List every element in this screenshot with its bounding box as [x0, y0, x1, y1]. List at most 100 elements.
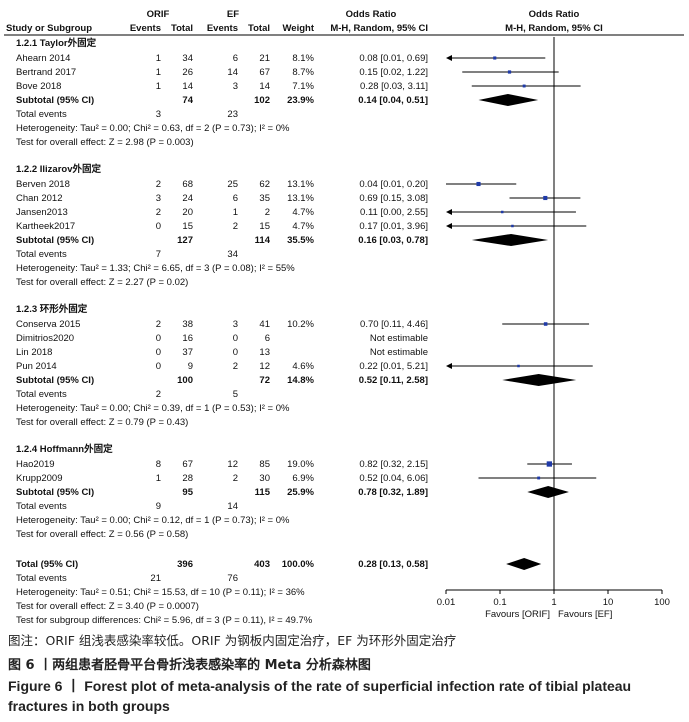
subtotal-weight: 35.5% — [287, 235, 314, 246]
study-events1: 1 — [156, 473, 161, 484]
ci-arrow-left — [446, 209, 452, 215]
study-name: Dimitrios2020 — [16, 333, 74, 344]
total-events2: 14 — [227, 501, 238, 512]
x-tick-label: 10 — [603, 597, 614, 608]
study-total1: 24 — [182, 193, 193, 204]
study-ci: 0.17 [0.01, 3.96] — [359, 221, 428, 232]
subtotal-ci: 0.14 [0.04, 0.51] — [358, 95, 428, 106]
study-weight: 13.1% — [287, 179, 314, 190]
total-total1: 396 — [177, 559, 193, 570]
subtotal-label: Subtotal (95% CI) — [16, 375, 94, 386]
total-events1: 9 — [156, 501, 161, 512]
study-name: Jansen2013 — [16, 207, 68, 218]
study-name: Chan 2012 — [16, 193, 62, 204]
subtotal-weight: 25.9% — [287, 487, 314, 498]
favours-left-label: Favours [ORIF] — [485, 609, 550, 620]
study-marker — [511, 224, 514, 228]
subtotal-weight: 14.8% — [287, 375, 314, 386]
study-events1: 0 — [156, 361, 161, 372]
study-events2: 2 — [233, 473, 238, 484]
study-weight: 8.7% — [292, 67, 314, 78]
study-ci: 0.11 [0.00, 2.55] — [360, 207, 428, 218]
study-total2: 41 — [259, 319, 270, 330]
subgroup-differences: Test for subgroup differences: Chi² = 5.… — [16, 615, 313, 626]
study-ci: 0.52 [0.04, 6.06] — [359, 473, 428, 484]
study-ci: 0.82 [0.32, 2.15] — [359, 459, 428, 470]
study-marker — [546, 461, 552, 467]
study-events2: 0 — [233, 333, 238, 344]
study-total1: 9 — [188, 361, 193, 372]
study-total2: 67 — [259, 67, 270, 78]
forest-plot: ORIF EF Odds Ratio Odds Ratio Study or Subgr… — [4, 9, 684, 626]
total-events2: 5 — [233, 389, 238, 400]
study-total1: 14 — [182, 81, 193, 92]
subtotal-label: Subtotal (95% CI) — [16, 235, 94, 246]
header-group1: ORIF — [147, 9, 170, 20]
subtotal-label: Subtotal (95% CI) — [16, 95, 94, 106]
header-events1: Events — [130, 23, 161, 34]
study-weight: 7.1% — [292, 81, 314, 92]
overall-effect: Test for overall effect: Z = 0.56 (P = 0… — [16, 529, 188, 540]
study-events2: 14 — [227, 67, 238, 78]
subtotal-total2: 72 — [259, 375, 270, 386]
study-marker — [476, 181, 481, 187]
study-marker — [493, 56, 497, 60]
total-events1: 3 — [156, 109, 161, 120]
x-tick-label: 0.1 — [493, 597, 506, 608]
header-events2: Events — [207, 23, 238, 34]
study-total1: 68 — [182, 179, 193, 190]
total-ci: 0.28 [0.13, 0.58] — [358, 559, 428, 570]
x-tick-label: 0.01 — [437, 597, 456, 608]
study-name: Hao2019 — [16, 459, 55, 470]
study-total2: 6 — [265, 333, 270, 344]
subtotal-total1: 127 — [177, 235, 193, 246]
total-events-label: Total events — [16, 389, 67, 400]
study-total1: 38 — [182, 319, 193, 330]
ci-arrow-left — [446, 223, 452, 229]
heterogeneity: Heterogeneity: Tau² = 0.00; Chi² = 0.63,… — [16, 123, 290, 134]
study-events2: 6 — [233, 193, 238, 204]
study-total2: 15 — [259, 221, 270, 232]
subtotal-diamond — [502, 374, 577, 386]
study-events1: 0 — [156, 347, 161, 358]
study-weight: 19.0% — [287, 459, 314, 470]
overall-effect: Test for overall effect: Z = 2.98 (P = 0… — [16, 137, 194, 148]
figure-title-chinese: 图 6 丨两组患者胫骨平台骨折浅表感染率的 Meta 分析森林图 — [8, 658, 371, 673]
total-events-label: Total events — [16, 501, 67, 512]
total-total2: 403 — [254, 559, 270, 570]
x-tick-label: 1 — [551, 597, 556, 608]
study-ci: 0.28 [0.03, 3.11] — [360, 81, 428, 92]
subtotal-ci: 0.52 [0.11, 2.58] — [359, 375, 428, 386]
study-events1: 2 — [156, 319, 161, 330]
study-name: Bertrand 2017 — [16, 67, 76, 78]
study-name: Pun 2014 — [16, 361, 57, 372]
study-name: Krupp2009 — [16, 473, 62, 484]
study-events1: 2 — [156, 179, 161, 190]
study-events2: 3 — [233, 81, 238, 92]
subtotal-total2: 114 — [255, 235, 271, 246]
study-marker — [522, 84, 526, 88]
study-weight: 4.7% — [292, 207, 314, 218]
study-events2: 0 — [233, 347, 238, 358]
study-events1: 1 — [156, 81, 161, 92]
figure-note: 图注：ORIF 组浅表感染率较低。ORIF 为钢板内固定治疗，EF 为环形外固定… — [8, 633, 457, 648]
study-total2: 14 — [259, 81, 270, 92]
subtotal-total2: 102 — [254, 95, 270, 106]
total-events1: 7 — [156, 249, 161, 260]
x-tick-label: 100 — [654, 597, 670, 608]
study-total1: 37 — [182, 347, 193, 358]
subtotal-total1: 95 — [182, 487, 193, 498]
study-name: Conserva 2015 — [16, 319, 80, 330]
subtotal-total2: 115 — [255, 487, 271, 498]
study-ci: 0.22 [0.01, 5.21] — [359, 361, 428, 372]
header-total2: Total — [248, 23, 270, 34]
study-total1: 34 — [182, 53, 193, 64]
header-method: M-H, Random, 95% CI — [330, 23, 428, 34]
total-events1: 2 — [156, 389, 161, 400]
study-total1: 16 — [182, 333, 193, 344]
total-weight: 100.0% — [282, 559, 315, 570]
study-events2: 25 — [227, 179, 238, 190]
subtotal-total1: 74 — [182, 95, 193, 106]
study-total2: 13 — [259, 347, 270, 358]
study-total1: 28 — [182, 473, 193, 484]
